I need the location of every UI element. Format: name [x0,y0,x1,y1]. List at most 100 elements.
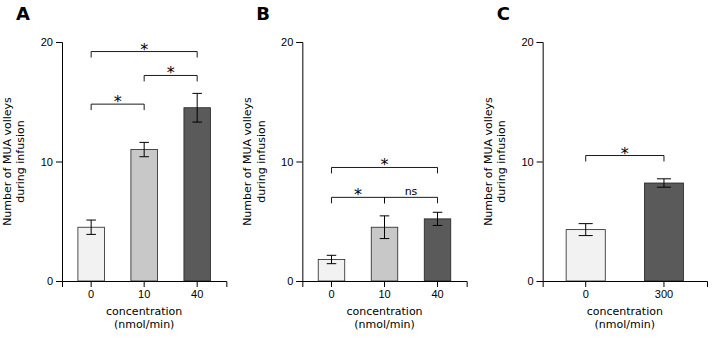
x-axis: 0 300 [543,281,707,300]
x-tick-label: 10 [378,288,390,300]
plot-area [318,212,451,281]
y-axis-title: Number of MUA volleysduring infusion [241,97,267,226]
x-axis-title-line: concentration [346,305,422,318]
y-tick-mark [296,281,302,282]
chart: ***0102001040concentration(nmol/min)Numb… [0,0,721,343]
panel: * * * 0 10 20 0 10 40 concentration(nmol/min) Numb… [1,3,227,331]
significance-label: ns [405,185,418,198]
x-axis-title-line: concentration [106,305,182,318]
y-axis-line [56,43,63,282]
y-axis-title: Number of MUA volleysduring infusion [1,97,27,226]
y-axis-title-line: Number of MUA volleys [482,97,495,226]
x-tick: 10 [138,281,150,300]
y-tick-label: 0 [287,275,293,287]
significance-label: * [621,144,629,163]
x-tick-label: 40 [191,288,203,300]
x-axis-title: concentration(nmol/min) [587,305,663,331]
plot-area [78,93,211,281]
bar [644,183,683,281]
y-tick: 20 [41,36,62,48]
y-axis-title-line: Number of MUA volleys [241,97,254,226]
y-tick-mark [537,281,543,282]
y-tick-mark [56,281,62,282]
x-tick: 0 [88,281,94,300]
significance-label: * [114,92,122,111]
y-axis: 0 10 20 [41,36,63,287]
error-bar [192,93,202,122]
x-tick-mark [197,281,198,287]
y-tick: 0 [287,275,302,287]
x-axis-title-line: (nmol/min) [114,318,175,331]
y-tick-label: 10 [521,156,533,168]
y-tick-mark [56,42,62,43]
x-tick-label: 0 [328,288,334,300]
y-tick-mark [537,42,543,43]
y-axis-line [537,43,544,282]
error-bar [86,220,96,234]
x-tick-label: 0 [583,288,589,300]
x-axis-line [63,282,227,288]
error-bar [579,224,593,236]
x-axis: 0 10 40 [303,281,467,300]
x-tick-mark [663,281,664,287]
significance-label: * [354,185,362,204]
significance-label: * [167,63,175,82]
x-axis: 0 10 40 [63,281,227,300]
x-tick-label: 40 [431,288,443,300]
error-bar [380,216,390,239]
y-axis: 0 10 20 [281,36,303,287]
panel: * 0 10 20 0 300 concentration(nmol/min) Number … [482,3,708,331]
y-tick-label: 20 [521,36,533,48]
bar [131,150,158,281]
y-axis-title-line: during infusion [255,120,268,202]
y-tick-mark [537,162,543,163]
error-bar [327,255,337,263]
panel: * ns * 0 10 20 0 10 40 concentration(nmol/min) Num… [241,3,467,331]
y-tick-label: 0 [47,275,53,287]
significance-label: * [140,40,148,59]
x-tick-mark [91,281,92,287]
significance-label: * [381,155,389,174]
y-axis-title: Number of MUA volleysduring infusion [482,97,508,226]
x-tick: 40 [191,281,203,300]
x-tick-label: 10 [138,288,150,300]
x-tick: 10 [378,281,390,300]
y-tick-label: 0 [528,275,534,287]
y-tick: 0 [528,275,543,287]
panel-label: A [16,3,30,24]
x-axis-line [303,282,467,288]
brackets [91,52,197,111]
x-tick: 300 [655,281,673,300]
y-tick-mark [56,162,62,163]
bar [184,108,211,281]
x-tick-label: 300 [655,288,673,300]
y-axis-title-line: during infusion [495,120,508,202]
y-tick-mark [296,162,302,163]
plot-area [566,179,683,281]
bar [78,227,105,281]
y-axis: 0 10 20 [521,36,543,287]
x-tick: 0 [328,281,334,300]
y-tick: 20 [521,36,542,48]
y-tick: 20 [281,36,302,48]
x-tick-mark [585,281,586,287]
x-axis-title-line: (nmol/min) [595,318,656,331]
y-axis-line [296,43,303,282]
y-tick-label: 10 [281,156,293,168]
y-tick: 10 [41,156,62,168]
x-tick-mark [331,281,332,287]
x-axis-line [543,282,707,288]
bar [566,230,605,281]
y-tick-label: 10 [41,156,53,168]
y-tick: 10 [281,156,302,168]
x-tick: 40 [431,281,443,300]
x-axis-title: concentration(nmol/min) [106,305,182,331]
y-axis-title-line: Number of MUA volleys [1,97,14,226]
x-axis-title-line: concentration [587,305,663,318]
y-tick-mark [296,42,302,43]
x-axis-title: concentration(nmol/min) [346,305,422,331]
x-axis-title-line: (nmol/min) [354,318,415,331]
x-tick-mark [384,281,385,287]
y-tick: 0 [47,275,62,287]
x-tick-mark [437,281,438,287]
